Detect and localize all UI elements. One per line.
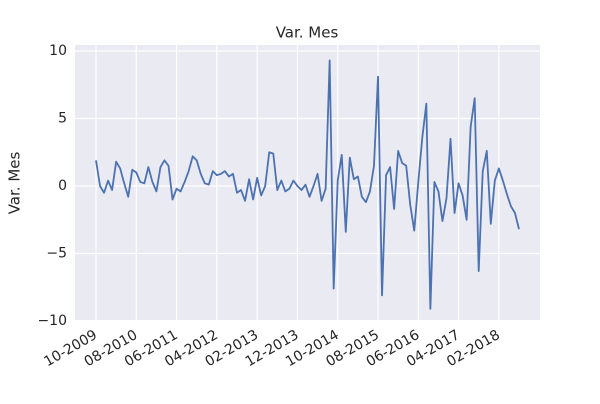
- y-tick-label: −5: [46, 246, 67, 262]
- data-line: [95, 59, 520, 310]
- y-tick-label: 0: [58, 178, 67, 194]
- y-tick-label: 5: [58, 111, 67, 127]
- y-axis-label: Var. Mes: [6, 152, 24, 215]
- chart-title: Var. Mes: [276, 24, 339, 42]
- y-tick-label: −10: [37, 313, 67, 329]
- y-tick-label: 10: [49, 43, 67, 59]
